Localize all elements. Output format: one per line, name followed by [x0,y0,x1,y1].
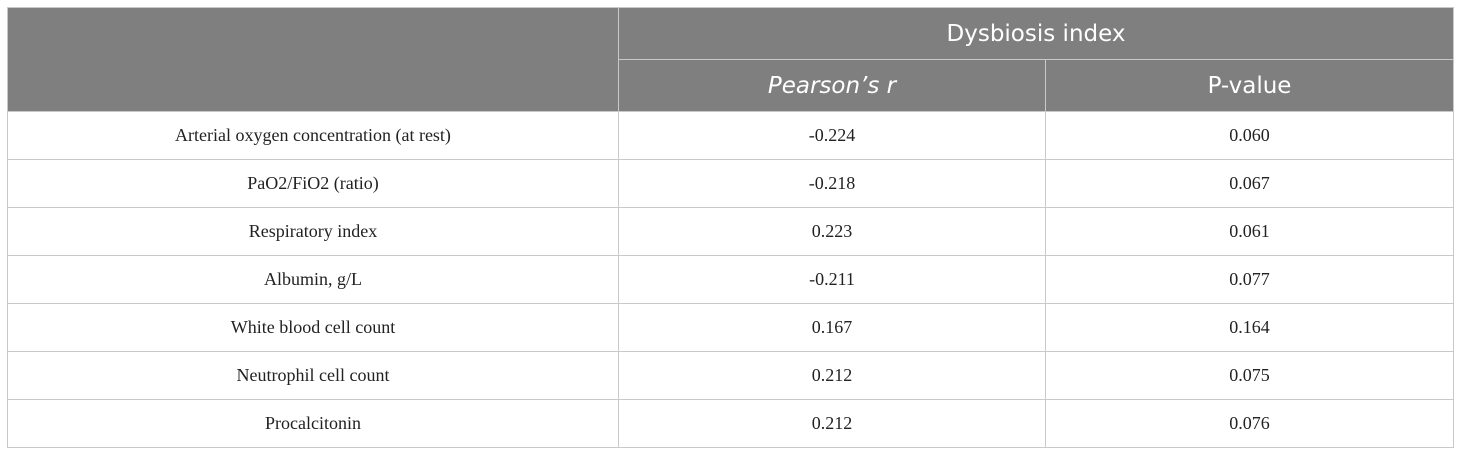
pearson-r-value: -0.218 [618,159,1046,208]
p-value: 0.061 [1045,207,1454,256]
p-value: 0.077 [1045,255,1454,304]
results-table-container: Dysbiosis index Pearson’s r P-value Arte… [7,7,1454,448]
dysbiosis-index-header: Dysbiosis index [618,7,1454,60]
p-value: 0.164 [1045,303,1454,352]
table-row: Respiratory index 0.223 0.061 [7,207,1454,256]
row-label: Arterial oxygen concentration (at rest) [7,111,619,160]
p-value: 0.075 [1045,351,1454,400]
p-value: 0.067 [1045,159,1454,208]
row-label: Procalcitonin [7,399,619,448]
table-row: Albumin, g/L -0.211 0.077 [7,255,1454,304]
p-value: 0.060 [1045,111,1454,160]
table-row: PaO2/FiO2 (ratio) -0.218 0.067 [7,159,1454,208]
p-value: 0.076 [1045,399,1454,448]
table-row: White blood cell count 0.167 0.164 [7,303,1454,352]
table-row: Neutrophil cell count 0.212 0.075 [7,351,1454,400]
pearson-r-header: Pearson’s r [618,59,1046,112]
row-label: Respiratory index [7,207,619,256]
row-label: PaO2/FiO2 (ratio) [7,159,619,208]
pearson-r-value: 0.212 [618,399,1046,448]
pearson-r-value: 0.223 [618,207,1046,256]
row-label: Albumin, g/L [7,255,619,304]
correlation-table: Dysbiosis index Pearson’s r P-value Arte… [7,7,1454,448]
row-label: Neutrophil cell count [7,351,619,400]
p-value-header: P-value [1045,59,1454,112]
pearson-r-value: -0.211 [618,255,1046,304]
pearson-r-value: -0.224 [618,111,1046,160]
pearson-r-value: 0.212 [618,351,1046,400]
row-label: White blood cell count [7,303,619,352]
empty-header-cell [7,7,619,112]
table-body: Arterial oxygen concentration (at rest) … [7,111,1454,448]
table-row: Arterial oxygen concentration (at rest) … [7,111,1454,160]
pearson-r-value: 0.167 [618,303,1046,352]
table-header: Dysbiosis index Pearson’s r P-value [7,7,1454,112]
table-row: Procalcitonin 0.212 0.076 [7,399,1454,448]
